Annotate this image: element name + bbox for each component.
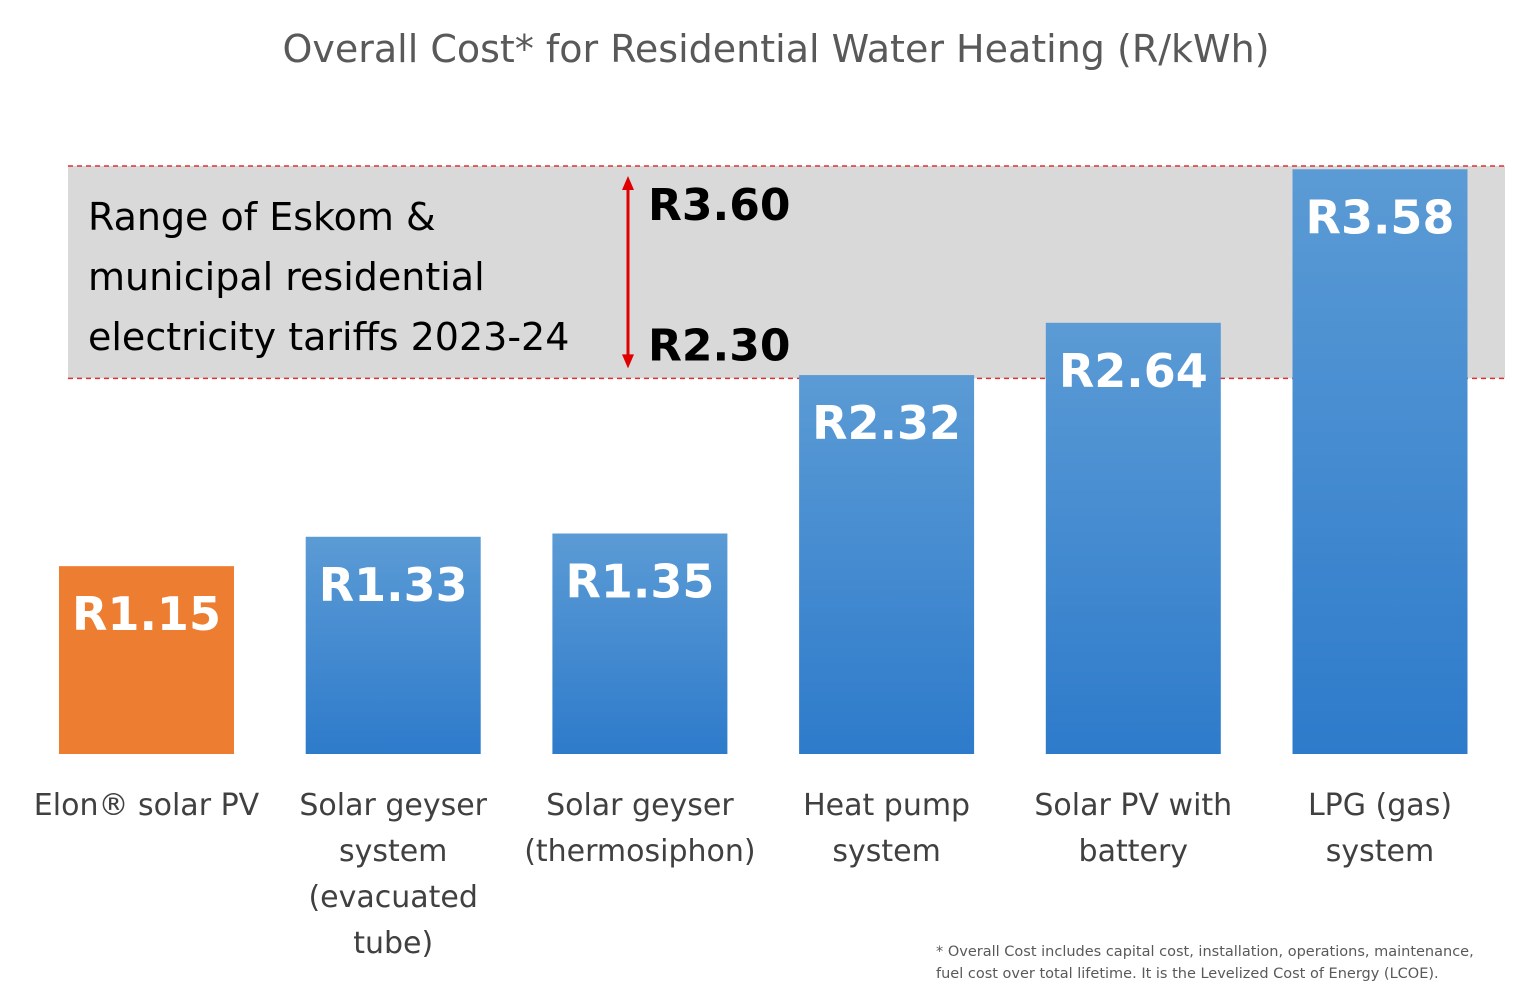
arrow-up-head xyxy=(622,176,634,190)
category-label: Elon® solar PV xyxy=(34,788,260,823)
tariff-high-label: R3.60 xyxy=(648,180,790,231)
chart-title: Overall Cost* for Residential Water Heat… xyxy=(282,27,1269,71)
bar xyxy=(799,375,975,754)
bar-value-label: R2.64 xyxy=(1059,344,1208,398)
bar-value-label: R3.58 xyxy=(1306,190,1455,244)
bar-value-label: R1.15 xyxy=(72,587,221,641)
bar-value-label: R1.33 xyxy=(319,558,468,612)
arrow-down-head xyxy=(622,354,634,369)
category-label: Solar geyser (thermosiphon) xyxy=(524,788,755,869)
bar xyxy=(1045,322,1221,754)
bars: R1.15 R1.33 R1.35 R2.32 R2.64 R3.58 xyxy=(59,169,1468,754)
bar xyxy=(552,533,728,754)
bar xyxy=(59,566,234,754)
bar xyxy=(305,536,481,754)
bar-value-label: R2.32 xyxy=(812,396,961,450)
category-label: Solar geyser system (evacuated tube) xyxy=(299,788,487,961)
category-label: Solar PV with battery xyxy=(1034,788,1232,869)
tariff-band-area xyxy=(68,166,1505,379)
category-label: Heat pump system xyxy=(803,788,970,869)
tariff-band: Range of Eskom & municipal residential ele… xyxy=(68,165,1505,380)
category-label: LPG (gas) system xyxy=(1308,788,1452,869)
category-labels: Elon® solar PV Solar geyser system (evacuat… xyxy=(34,788,1452,961)
footnote: * Overall Cost includes capital cost, in… xyxy=(936,944,1474,982)
bar-value-label: R1.35 xyxy=(565,555,714,609)
tariff-band-text: Range of Eskom & municipal residential ele… xyxy=(88,195,569,359)
tariff-low-label: R2.30 xyxy=(648,320,790,371)
bar xyxy=(1292,169,1468,754)
footnote-text: * Overall Cost includes capital cost, in… xyxy=(936,944,1474,982)
